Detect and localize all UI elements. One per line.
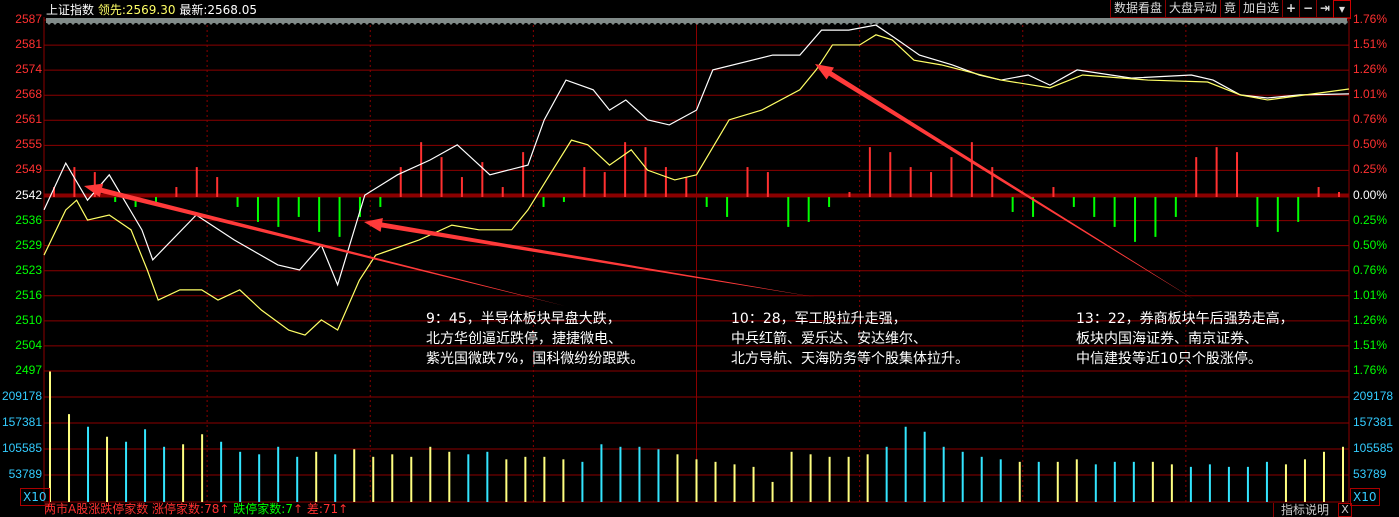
- annotation-line: 9：45，半导体板块早盘大跌，: [426, 311, 621, 327]
- pct-axis-label: 1.01%: [1353, 87, 1388, 102]
- up-arrow-icon: ↑: [338, 502, 349, 516]
- annotation-line: 紫光国微跌7%，国科微纷纷跟跌。: [426, 351, 645, 367]
- toolbar: 数据看盘 大盘异动 竟 加自选 + − ⇥ ▾: [1109, 0, 1351, 19]
- volume-axis-label-right: 53789: [1353, 466, 1387, 481]
- price-axis-label: 2523: [15, 262, 42, 277]
- data-view-button[interactable]: 数据看盘: [1109, 0, 1165, 17]
- price-axis-label: 2536: [15, 212, 42, 227]
- indicator-help-button[interactable]: 指标说明: [1273, 503, 1336, 517]
- latest-label: 最新:: [179, 3, 208, 17]
- limit-down-label: 跌停家数:: [233, 502, 286, 516]
- pct-axis-label: 1.01%: [1353, 287, 1388, 302]
- pct-axis-label: 0.00%: [1353, 187, 1388, 202]
- market-moves-button[interactable]: 大盘异动: [1164, 0, 1220, 17]
- price-axis-label: 2497: [15, 363, 42, 377]
- price-axis-label: 2568: [15, 87, 42, 102]
- top-scroll-band-pattern: [46, 19, 1348, 25]
- pct-axis-label: 1.76%: [1353, 363, 1388, 377]
- diff-label: 差:: [306, 502, 323, 516]
- pct-axis-label: 1.51%: [1353, 337, 1388, 352]
- annotation-arrow-1: [84, 183, 565, 306]
- diff-count: 71: [322, 502, 339, 516]
- quote-header: 上证指数 领先:2569.30 最新:2568.05: [46, 1, 257, 18]
- up-arrow-icon: ↑: [292, 502, 304, 516]
- annotation-line: 10：28，军工股拉升走强，: [731, 311, 907, 327]
- pct-axis-label: 0.25%: [1353, 162, 1388, 177]
- volume-axis-label: 53789: [8, 466, 42, 481]
- zoom-out-icon[interactable]: −: [1299, 0, 1316, 17]
- annotation-arrow-2: [364, 218, 815, 297]
- annotation-line: 北方华创逼近跌停，捷捷微电、: [426, 331, 622, 347]
- top-bar: 上证指数 领先:2569.30 最新:2568.05 数据看盘 大盘异动 竟 加…: [0, 0, 1399, 19]
- leading-label: 领先:: [97, 3, 126, 17]
- leading-line: [43, 34, 1350, 336]
- price-axis-label: 2516: [15, 287, 42, 302]
- price-axis-label: 2574: [15, 62, 42, 77]
- volume-multiplier-left[interactable]: X10: [20, 488, 50, 506]
- price-axis-label: 2549: [15, 162, 42, 177]
- volume-axis-label: 105585: [1, 440, 42, 455]
- jump-end-icon[interactable]: ⇥: [1316, 0, 1333, 17]
- limit-up-count: 78: [204, 502, 220, 516]
- price-axis-label: 2542: [15, 187, 42, 202]
- limit-down-count: 7: [285, 502, 293, 516]
- annotation-arrow-3: [815, 64, 1195, 300]
- price-axis-label: 2555: [15, 137, 42, 152]
- annotation-line: 13：22，券商板块午后强势走高，: [1076, 311, 1294, 327]
- volume-axis-label-right: 157381: [1353, 414, 1394, 429]
- price-axis-label: 2561: [15, 112, 42, 127]
- latest-value: 2568.05: [207, 3, 258, 17]
- price-axis-label: 2581: [15, 37, 42, 52]
- annotation-1: 9：45，半导体板块早盘大跌， 北方华创逼近跌停，捷捷微电、 紫光国微跌7%，国…: [426, 309, 644, 369]
- volume-axis-label-right: 209178: [1353, 388, 1394, 403]
- price-axis-label: 2587: [15, 12, 42, 26]
- pct-axis-label: 1.26%: [1353, 312, 1388, 327]
- volume-multiplier-right[interactable]: X10: [1350, 488, 1380, 506]
- annotation-line: 中信建投等近10只个股涨停。: [1076, 351, 1262, 367]
- volume-axis-label-right: 105585: [1353, 440, 1394, 455]
- price-axis-label: 2529: [15, 237, 42, 252]
- pct-axis-label: 1.26%: [1353, 62, 1388, 77]
- price-axis-label: 2510: [15, 312, 42, 327]
- limit-up-label: 涨停家数:: [152, 502, 205, 516]
- annotation-line: 中兵红箭、爱乐达、安达维尔、: [731, 331, 927, 347]
- status-label: 两市A股涨跌停家数: [44, 502, 149, 516]
- index-name: 上证指数: [46, 3, 95, 17]
- zoom-in-icon[interactable]: +: [1282, 0, 1299, 17]
- status-bar: 两市A股涨跌停家数 涨停家数:78↑ 跌停家数:7↑ 差:71↑: [44, 502, 348, 517]
- up-arrow-icon: ↑: [219, 502, 230, 516]
- volume-axis-label: 157381: [1, 414, 42, 429]
- pct-axis-label: 0.50%: [1353, 237, 1388, 252]
- price-line: [43, 24, 1350, 287]
- annotation-3: 13：22，券商板块午后强势走高， 板块内国海证券、南京证券、 中信建投等近10…: [1076, 309, 1294, 369]
- pct-axis-label: 0.25%: [1353, 212, 1388, 227]
- pct-axis-label: 0.76%: [1353, 262, 1388, 277]
- auction-button[interactable]: 竟: [1219, 0, 1239, 17]
- annotation-line: 北方导航、天海防务等个股集体拉升。: [731, 351, 969, 367]
- close-icon[interactable]: X: [1338, 503, 1352, 517]
- add-watchlist-button[interactable]: 加自选: [1238, 0, 1282, 17]
- annotation-2: 10：28，军工股拉升走强， 中兵红箭、爱乐达、安达维尔、 北方导航、天海防务等…: [731, 309, 969, 369]
- annotation-line: 板块内国海证券、南京证券、: [1076, 331, 1258, 347]
- pct-axis-label: 1.51%: [1353, 37, 1388, 52]
- pct-axis-label: 0.50%: [1353, 137, 1388, 152]
- leading-value: 2569.30: [125, 3, 176, 17]
- pct-axis-label: 1.76%: [1353, 12, 1388, 26]
- price-axis-label: 2504: [15, 337, 42, 352]
- pct-axis-label: 0.76%: [1353, 112, 1388, 127]
- volume-axis-label: 209178: [1, 388, 42, 403]
